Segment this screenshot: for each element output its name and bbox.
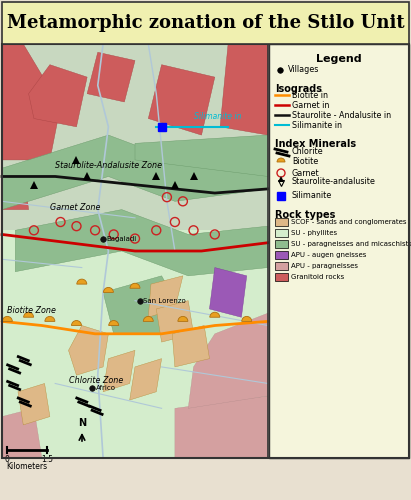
Polygon shape <box>220 44 268 135</box>
Text: Garnet in: Garnet in <box>292 100 329 110</box>
Text: San Lorenzo: San Lorenzo <box>143 298 186 304</box>
Text: Legend: Legend <box>316 54 362 64</box>
Bar <box>275 229 288 237</box>
Wedge shape <box>210 312 220 317</box>
Wedge shape <box>277 158 285 162</box>
Polygon shape <box>156 300 194 342</box>
Wedge shape <box>242 316 252 322</box>
Text: Staurolite-andalusite: Staurolite-andalusite <box>292 178 376 186</box>
Polygon shape <box>103 276 194 334</box>
Wedge shape <box>178 316 188 322</box>
Polygon shape <box>2 168 29 209</box>
Text: Africo: Africo <box>95 384 115 390</box>
Polygon shape <box>148 276 183 317</box>
Text: Staurolite - Andalusite in: Staurolite - Andalusite in <box>292 110 391 120</box>
Polygon shape <box>18 384 50 425</box>
Text: Kilometers: Kilometers <box>7 462 48 471</box>
Bar <box>275 262 288 270</box>
Polygon shape <box>29 64 87 127</box>
Text: Villages: Villages <box>288 66 319 74</box>
Polygon shape <box>130 358 162 400</box>
Wedge shape <box>143 316 153 322</box>
Text: SU - paragneisses and micaschists: SU - paragneisses and micaschists <box>291 241 411 247</box>
Wedge shape <box>104 288 113 292</box>
Bar <box>2 44 268 458</box>
Bar <box>269 44 409 458</box>
Wedge shape <box>77 279 87 284</box>
Wedge shape <box>72 320 81 326</box>
Wedge shape <box>109 320 119 326</box>
Text: Staurolite-Andalusite Zone: Staurolite-Andalusite Zone <box>55 161 162 170</box>
Polygon shape <box>103 350 135 392</box>
Text: Biotite in: Biotite in <box>292 90 328 100</box>
Wedge shape <box>45 316 55 322</box>
Text: Garnet: Garnet <box>292 168 320 177</box>
Polygon shape <box>172 326 210 367</box>
Text: Bagaladi: Bagaladi <box>106 236 136 242</box>
Polygon shape <box>2 230 268 458</box>
Polygon shape <box>2 135 268 210</box>
Text: 0: 0 <box>5 455 9 464</box>
Text: Silimanite in: Silimanite in <box>194 112 241 120</box>
Text: Isograds: Isograds <box>275 84 322 94</box>
Polygon shape <box>69 326 109 375</box>
Text: SU - phyllites: SU - phyllites <box>291 230 337 236</box>
Polygon shape <box>15 210 268 276</box>
Text: Chlorite Zone: Chlorite Zone <box>69 376 123 386</box>
Bar <box>2 44 409 458</box>
Text: 1.5: 1.5 <box>41 455 53 464</box>
Bar <box>275 251 288 259</box>
Text: Granitoid rocks: Granitoid rocks <box>291 274 344 280</box>
Text: Silimanite in: Silimanite in <box>292 120 342 130</box>
Polygon shape <box>2 408 42 458</box>
Text: SCOF - sands and conglomerates: SCOF - sands and conglomerates <box>291 219 406 225</box>
Polygon shape <box>210 268 247 317</box>
Text: Garnet Zone: Garnet Zone <box>50 202 100 211</box>
Text: Rock types: Rock types <box>275 210 335 220</box>
Text: Chlorite: Chlorite <box>292 146 323 156</box>
Text: Index Minerals: Index Minerals <box>275 139 356 149</box>
Wedge shape <box>130 284 140 288</box>
Polygon shape <box>175 396 268 458</box>
Text: APU - paragneisses: APU - paragneisses <box>291 263 358 269</box>
Bar <box>275 218 288 226</box>
Polygon shape <box>87 52 135 102</box>
Text: Biotite Zone: Biotite Zone <box>7 306 56 315</box>
Bar <box>275 273 288 281</box>
Bar <box>2 2 409 44</box>
Text: N: N <box>78 418 86 428</box>
Bar <box>2 44 268 458</box>
Wedge shape <box>2 316 12 322</box>
Text: APU - augen gneisses: APU - augen gneisses <box>291 252 366 258</box>
Text: Metamorphic zonation of the Stilo Unit: Metamorphic zonation of the Stilo Unit <box>7 14 405 32</box>
Bar <box>275 240 288 248</box>
Text: Biotite: Biotite <box>292 158 318 166</box>
Wedge shape <box>23 312 34 317</box>
Polygon shape <box>188 313 268 408</box>
Polygon shape <box>135 135 268 176</box>
Polygon shape <box>148 64 215 135</box>
Polygon shape <box>2 44 60 160</box>
Text: Silimanite: Silimanite <box>292 192 332 200</box>
